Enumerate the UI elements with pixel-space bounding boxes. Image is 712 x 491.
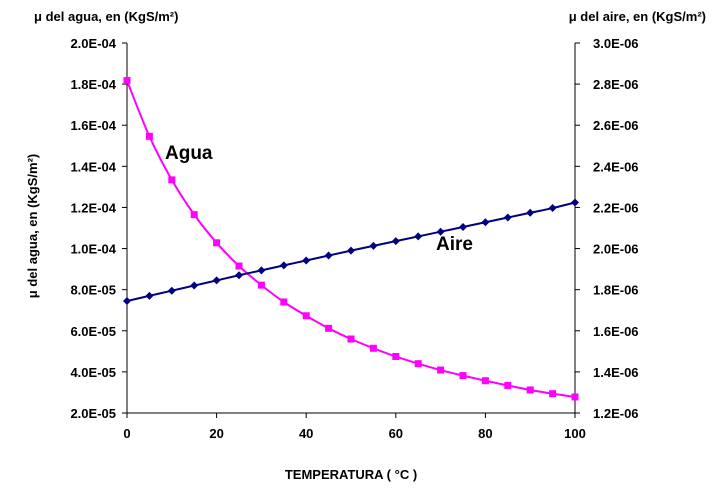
- data-point-aire: [414, 232, 423, 241]
- data-point-agua: [549, 390, 557, 398]
- y-right-tick-label: 2.0E-06: [593, 242, 639, 257]
- data-point-aire: [347, 246, 355, 255]
- y-right-tick-label: 1.4E-06: [593, 365, 639, 380]
- data-point-agua: [392, 352, 400, 360]
- data-point-aire: [123, 296, 131, 305]
- y-right-tick-label: 2.2E-06: [593, 200, 639, 215]
- data-point-aire: [369, 241, 378, 250]
- data-point-agua: [145, 132, 153, 140]
- x-tick-label: 0: [123, 426, 130, 441]
- series-label-agua: Agua: [165, 143, 213, 164]
- data-point-agua: [526, 386, 534, 394]
- data-point-aire: [436, 227, 445, 236]
- x-tick-label: 100: [564, 426, 586, 441]
- data-point-aire: [145, 291, 154, 300]
- y-left-tick-label: 6.0E-05: [70, 324, 116, 339]
- data-point-aire: [571, 198, 579, 207]
- x-tick-label: 80: [478, 426, 492, 441]
- y-right-tick-label: 2.6E-06: [593, 118, 639, 133]
- y-left-tick-label: 1.8E-04: [70, 77, 116, 92]
- x-tick-label: 60: [389, 426, 403, 441]
- y-left-tick-label: 8.0E-05: [70, 283, 116, 298]
- series-layer: [123, 77, 579, 401]
- series-labels: Agua Aire: [165, 143, 473, 255]
- data-point-aire: [481, 218, 490, 227]
- y-left-tick-label: 4.0E-05: [70, 365, 116, 380]
- data-point-agua: [325, 324, 333, 332]
- data-point-agua: [369, 344, 377, 352]
- top-right-axis-label: μ del aire, en (KgS/m²): [569, 9, 706, 24]
- top-left-axis-label: μ del agua, en (KgS/m²): [34, 9, 178, 24]
- data-point-agua: [257, 281, 265, 289]
- data-point-agua: [459, 372, 467, 380]
- tick-labels: 2.0E-05 4.0E-05 6.0E-05 8.0E-05 1.0E-04 1.2E-…: [70, 36, 638, 441]
- data-point-agua: [302, 312, 310, 320]
- y-right-tick-label: 3.0E-06: [593, 36, 639, 51]
- data-point-aire: [324, 251, 333, 260]
- data-point-aire: [302, 256, 311, 265]
- data-point-aire: [190, 281, 199, 290]
- data-point-aire: [257, 266, 266, 275]
- data-point-agua: [280, 298, 288, 306]
- y-left-tick-label: 1.6E-04: [70, 118, 116, 133]
- axes: [122, 42, 580, 418]
- y-left-tick-label: 1.4E-04: [70, 159, 116, 174]
- data-point-agua: [347, 335, 355, 343]
- data-point-agua: [414, 360, 422, 368]
- data-point-aire: [526, 208, 535, 217]
- y-right-tick-label: 2.8E-06: [593, 77, 639, 92]
- y-left-tick-label: 1.2E-04: [70, 200, 116, 215]
- data-point-aire: [391, 237, 400, 246]
- data-point-aire: [503, 213, 512, 222]
- y-left-tick-label: 2.0E-04: [70, 36, 116, 51]
- data-point-agua: [168, 176, 176, 184]
- x-tick-label: 40: [299, 426, 313, 441]
- x-tick-label: 20: [209, 426, 223, 441]
- data-point-aire: [235, 271, 243, 280]
- y-right-tick-label: 2.4E-06: [593, 159, 639, 174]
- data-point-agua: [213, 239, 221, 247]
- data-point-agua: [571, 393, 579, 401]
- data-point-aire: [167, 286, 176, 295]
- data-point-agua: [437, 366, 445, 374]
- data-point-aire: [212, 276, 221, 285]
- data-point-aire: [548, 204, 557, 213]
- data-point-agua: [481, 377, 489, 385]
- y-left-tick-label: 1.0E-04: [70, 242, 116, 257]
- data-point-agua: [235, 262, 243, 270]
- x-axis-title: TEMPERATURA ( °C ): [285, 467, 417, 482]
- data-point-aire: [279, 261, 288, 270]
- series-label-aire: Aire: [436, 234, 473, 255]
- series-line-agua: [126, 80, 576, 398]
- data-point-aire: [459, 222, 467, 231]
- y-left-tick-label: 2.0E-05: [70, 406, 116, 421]
- y-right-tick-label: 1.6E-06: [593, 324, 639, 339]
- y-right-tick-label: 1.8E-06: [593, 283, 639, 298]
- data-point-agua: [504, 381, 512, 389]
- y-right-tick-label: 1.2E-06: [593, 406, 639, 421]
- data-point-agua: [190, 211, 198, 219]
- data-point-agua: [123, 77, 131, 85]
- y-axis-left-title: μ del agua, en (KgS/m²): [25, 154, 40, 298]
